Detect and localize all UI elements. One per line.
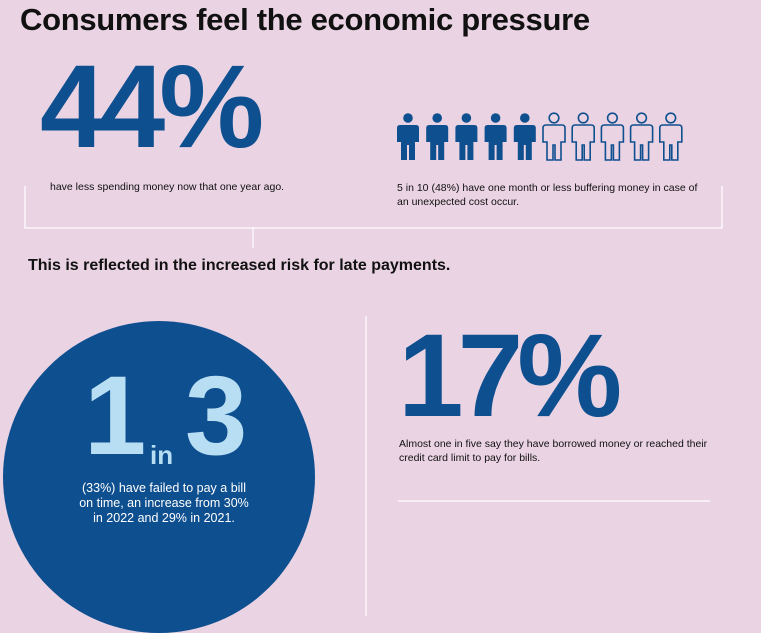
person-filled-icon bbox=[484, 113, 507, 160]
one-in-three-numerator: 1 bbox=[84, 353, 146, 478]
person-filled-icon bbox=[426, 113, 449, 160]
person-outline-icon bbox=[600, 112, 625, 161]
person-filled-icon bbox=[455, 113, 478, 160]
person-filled-icon bbox=[397, 113, 419, 160]
page-headline: Consumers feel the economic pressure bbox=[20, 2, 590, 37]
person-outline-icon bbox=[571, 112, 595, 161]
stat-17-caption: Almost one in five say they have borrowe… bbox=[399, 438, 708, 464]
people-caption: 5 in 10 (48%) have one month or less buf… bbox=[397, 182, 698, 208]
stat-17-percent: 17% bbox=[398, 310, 622, 442]
one-in-three-in-text: in bbox=[150, 440, 174, 470]
stat-44-caption: have less spending money now that one ye… bbox=[50, 181, 285, 193]
people-pictogram bbox=[397, 112, 683, 161]
person-outline-icon bbox=[542, 112, 566, 161]
one-in-three-denominator: 3 bbox=[185, 353, 248, 478]
person-outline-icon bbox=[629, 112, 654, 161]
one-in-three-description: (33%) have failed to pay a bill on time,… bbox=[79, 481, 249, 525]
person-outline-icon bbox=[659, 112, 683, 161]
person-filled-icon bbox=[513, 113, 536, 160]
one-in-three-circle bbox=[3, 321, 315, 633]
late-payments-subheading: This is reflected in the increased risk … bbox=[28, 257, 451, 274]
stat-44-percent: 44% bbox=[40, 41, 264, 173]
